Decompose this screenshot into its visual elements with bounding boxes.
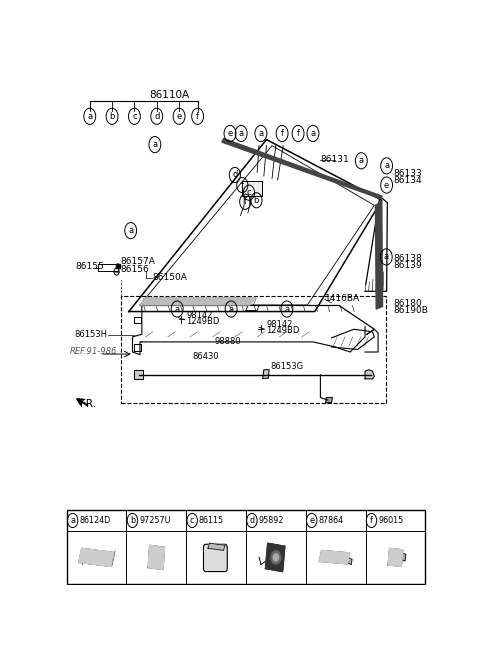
Text: 86133: 86133 (393, 170, 422, 179)
FancyBboxPatch shape (204, 544, 227, 572)
Polygon shape (319, 551, 350, 564)
Polygon shape (388, 549, 403, 566)
Text: 98142: 98142 (266, 320, 293, 329)
Text: a: a (359, 156, 364, 166)
Text: b: b (109, 112, 115, 121)
Text: f: f (297, 129, 300, 138)
Text: c: c (190, 516, 194, 525)
Text: a: a (175, 305, 180, 313)
Text: 87864: 87864 (318, 516, 344, 525)
Polygon shape (148, 545, 165, 570)
Polygon shape (79, 549, 114, 566)
Text: 95892: 95892 (259, 516, 284, 525)
Text: c: c (132, 112, 137, 121)
Text: e: e (177, 112, 181, 121)
Text: 86131: 86131 (321, 155, 349, 164)
Text: f: f (244, 197, 247, 206)
Polygon shape (134, 370, 143, 379)
Text: 86157A: 86157A (120, 258, 155, 267)
Bar (67, 510, 425, 583)
Text: a: a (128, 226, 133, 235)
Polygon shape (265, 543, 285, 572)
Text: f: f (241, 181, 244, 190)
Text: 86150A: 86150A (152, 273, 187, 282)
Text: 86138: 86138 (393, 254, 422, 263)
Text: f: f (370, 516, 373, 525)
Bar (98, 264, 118, 271)
Text: a: a (70, 516, 75, 525)
Text: a: a (152, 140, 157, 149)
Text: 86180: 86180 (393, 300, 422, 308)
Text: 1416BA: 1416BA (325, 294, 360, 303)
Circle shape (273, 554, 278, 561)
Text: 86155: 86155 (76, 261, 104, 271)
Polygon shape (208, 543, 225, 551)
Text: 1249BD: 1249BD (186, 317, 220, 326)
Text: 86124D: 86124D (79, 516, 110, 525)
Polygon shape (325, 397, 332, 403)
Text: a: a (311, 129, 315, 138)
Text: e: e (384, 181, 389, 190)
Text: f: f (281, 129, 284, 138)
Text: b: b (130, 516, 135, 525)
Text: c: c (247, 188, 252, 197)
Bar (121, 296, 385, 403)
Text: e: e (309, 516, 314, 525)
Text: 98142: 98142 (186, 311, 213, 319)
Text: d: d (250, 516, 254, 525)
Polygon shape (401, 553, 406, 561)
Text: 97257U: 97257U (139, 516, 171, 525)
Circle shape (271, 551, 281, 564)
Text: a: a (384, 162, 389, 170)
Text: 86153G: 86153G (270, 362, 303, 371)
Polygon shape (375, 201, 383, 309)
Text: 86139: 86139 (393, 261, 422, 269)
Text: 86190B: 86190B (393, 306, 428, 315)
Bar (242, 181, 262, 196)
Text: a: a (239, 129, 244, 138)
Text: a: a (87, 112, 92, 121)
Polygon shape (263, 370, 269, 378)
Text: 86430: 86430 (192, 351, 219, 361)
Text: e: e (228, 129, 233, 138)
Text: f: f (196, 112, 199, 121)
Text: 86134: 86134 (393, 175, 422, 185)
Text: 86156: 86156 (120, 265, 149, 274)
Polygon shape (365, 370, 374, 379)
Text: 86153H: 86153H (74, 330, 108, 339)
Text: d: d (232, 170, 238, 179)
Polygon shape (222, 139, 382, 198)
Text: a: a (384, 252, 389, 261)
Text: 96015: 96015 (378, 516, 403, 525)
Text: a: a (284, 305, 289, 313)
Text: a: a (258, 129, 264, 138)
Polygon shape (347, 557, 352, 564)
Polygon shape (140, 298, 255, 305)
Text: REF.91-986: REF.91-986 (69, 346, 117, 355)
Text: 98880: 98880 (215, 338, 241, 346)
Text: 86110A: 86110A (150, 90, 190, 100)
Text: 1249BD: 1249BD (266, 327, 300, 335)
Text: d: d (154, 112, 159, 121)
Text: 86115: 86115 (199, 516, 224, 525)
Text: a: a (228, 305, 234, 313)
Text: FR.: FR. (81, 399, 96, 409)
Text: b: b (254, 196, 259, 205)
